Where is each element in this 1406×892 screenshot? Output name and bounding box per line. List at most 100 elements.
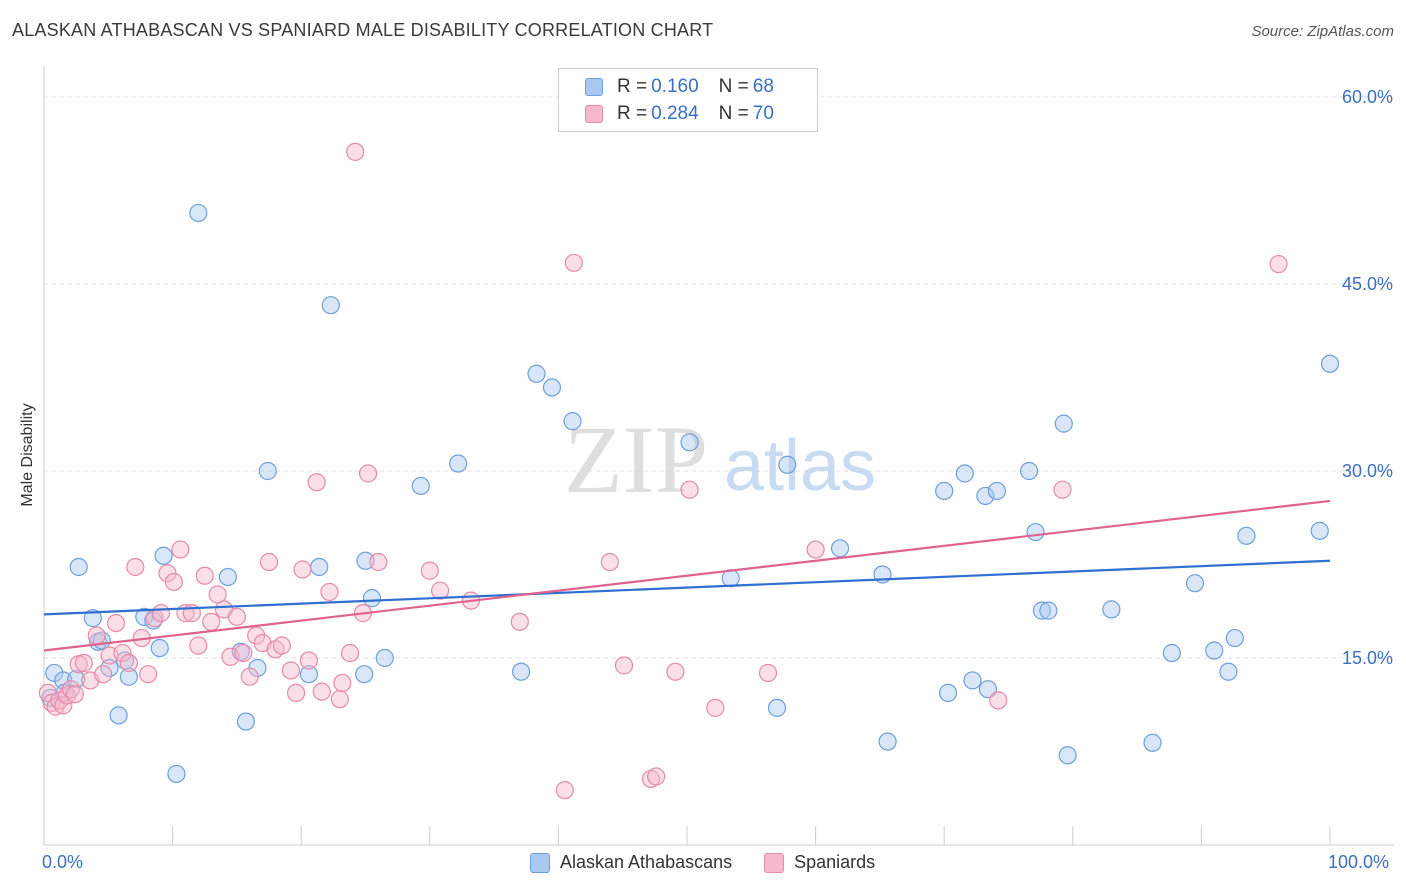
data-point [218,567,237,587]
legend-swatch-pink [585,105,603,123]
data-point [420,561,439,580]
data-point [527,364,546,383]
data-point [600,552,619,572]
data-point [333,673,352,693]
data-point [1237,526,1256,545]
data-point [362,589,382,608]
data-point [1039,601,1058,620]
data-point [321,296,340,315]
data-point [375,648,394,668]
legend: R = 0.160 N = 68 R = 0.284 N = 70 [558,68,818,132]
data-point [806,540,825,559]
data-point [83,609,102,628]
data-point [189,203,208,223]
data-point [510,612,529,631]
bottom-legend-item-spaniards: Spaniards [764,852,875,873]
data-point [67,670,86,689]
data-point [430,581,450,600]
bottom-legend-item-alaskan: Alaskan Athabascans [530,852,732,873]
data-point [286,683,306,703]
x-tick-left: 0.0% [42,852,84,872]
legend-r-label: R = [617,76,648,97]
bottom-legend: Alaskan Athabascans Spaniards [530,852,907,873]
data-point [563,412,582,431]
data-point [1054,414,1073,433]
y-tick-label: 60.0% [1342,87,1393,107]
data-point [1053,480,1072,499]
data-point [189,636,208,655]
data-point [1269,254,1288,274]
source-label: Source: ZipAtlas.com [1251,23,1394,40]
data-point [955,464,974,483]
data-point [106,613,126,633]
data-point [139,665,158,684]
x-tick-right: 100.0% [1328,852,1390,872]
data-point [1026,522,1045,542]
data-point [1143,733,1162,752]
data-point [299,651,319,670]
data-point [1102,600,1121,619]
watermark: ZIP atlas [564,406,876,513]
trend-line [43,499,1331,652]
data-point [307,473,326,492]
legend-swatch-blue [585,78,603,96]
legend-n-value: 68 [752,76,774,97]
data-point [1058,746,1077,765]
data-point [758,663,778,683]
data-point [1320,354,1340,373]
data-point [1219,662,1238,681]
data-point [1162,643,1181,663]
data-point [935,481,954,501]
data-point [154,546,173,565]
data-point [411,476,430,496]
watermark-atlas: atlas [724,426,876,506]
data-point [680,480,699,499]
data-point [355,665,374,684]
data-point [1185,574,1205,593]
data-point [330,690,349,709]
y-tick-label: 45.0% [1342,274,1393,294]
data-point [963,671,982,690]
data-point [247,626,266,645]
legend-n-label: N = [718,103,749,124]
data-point [340,643,360,663]
data-point [299,665,319,684]
data-point [778,455,797,474]
data-point [69,557,88,577]
data-point [989,691,1008,710]
data-point [65,685,84,704]
data-point [680,433,699,452]
axes [43,66,1394,846]
legend-n-label: N = [718,76,749,97]
legend-r-value: 0.160 [651,76,699,97]
trend-lines [43,499,1331,652]
data-point [564,253,583,272]
data-point [312,682,331,701]
data-point [54,696,73,715]
chart-title: ALASKAN ATHABASCAN VS SPANIARD MALE DISA… [12,20,714,40]
data-point [171,540,190,559]
legend-r-label: R = [617,103,648,124]
bottom-legend-swatch-blue [530,852,550,873]
data-point [227,607,246,626]
y-tick-label: 15.0% [1342,648,1393,668]
data-point [208,585,227,604]
data-point [512,662,531,681]
bottom-legend-label: Alaskan Athabascans [560,852,733,872]
data-point [448,454,468,473]
data-point [164,572,183,592]
data-point [119,653,138,673]
y-tick-labels: 15.0% 30.0% 45.0% 60.0% [1342,87,1393,668]
data-point [259,552,279,572]
data-point [666,662,685,681]
bottom-legend-label: Spaniards [794,852,876,872]
data-point [978,680,998,699]
data-point [240,667,259,686]
data-point [369,552,388,572]
data-point [1205,641,1224,660]
data-point [167,764,186,784]
data-point [1225,628,1244,648]
data-point [119,667,138,686]
legend-r-value: 0.284 [651,103,699,124]
